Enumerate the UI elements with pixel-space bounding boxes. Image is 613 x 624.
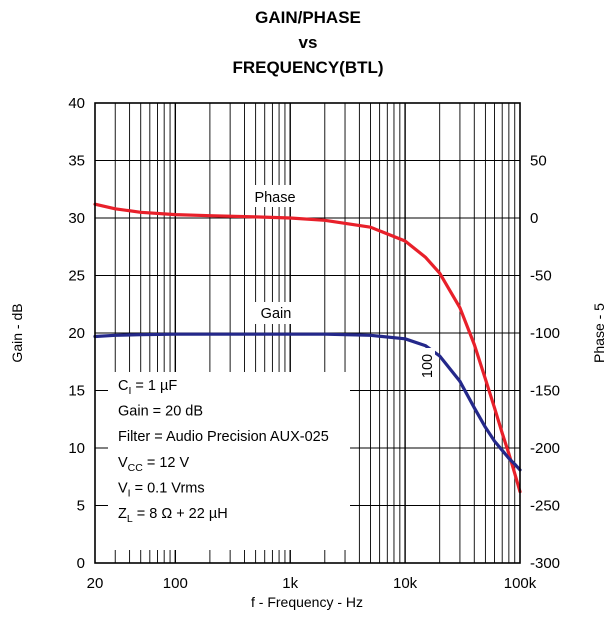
- y-tick-label: 35: [68, 153, 85, 170]
- x-tick-label: 1k: [282, 575, 298, 592]
- series-layer: [93, 202, 522, 494]
- chart-title-line-1: GAIN/PHASE: [255, 8, 361, 27]
- y2-tick-label: -150: [530, 383, 560, 400]
- phase-series-label: Phase: [254, 190, 295, 206]
- y-tick-label: 10: [68, 440, 85, 457]
- condition-line: VI = 0.1 Vrms: [118, 480, 205, 499]
- y-tick-label: 5: [77, 498, 85, 515]
- y2-tick-label: -50: [530, 268, 552, 285]
- vertical-label-bg: [417, 348, 435, 384]
- gain-label-bg: [254, 302, 298, 324]
- y-tick-label: 0: [77, 555, 85, 572]
- series-gain-line: [93, 332, 522, 472]
- condition-line: CI = 1 µF: [118, 378, 177, 397]
- x-tick-label: 10k: [393, 575, 418, 592]
- chart-title-line-2: vs: [299, 33, 318, 52]
- y2-tick-label: -250: [530, 498, 560, 515]
- y2-tick-label: -100: [530, 325, 560, 342]
- x-tick-label: 100k: [504, 575, 537, 592]
- x-tick-labels: 20 100 1k 10k 100k: [87, 575, 537, 592]
- y-tick-label: 15: [68, 383, 85, 400]
- series-phase-line: [93, 202, 522, 494]
- chart-title-line-3: FREQUENCY(BTL): [232, 58, 383, 77]
- condition-line: Filter = Audio Precision AUX-025: [118, 429, 329, 445]
- y2-tick-label: 0: [530, 210, 538, 227]
- y2-tick-label: 50: [530, 153, 547, 170]
- y-tick-label: 25: [68, 268, 85, 285]
- y-tick-label: 30: [68, 210, 85, 227]
- conditions-box: [108, 372, 350, 550]
- condition-line: Gain = 20 dB: [118, 404, 203, 420]
- phase-label-bg: [247, 185, 303, 207]
- vertical-grid-label: 100: [420, 354, 436, 378]
- y-tick-label: 40: [68, 95, 85, 112]
- x-tick-label: 100: [163, 575, 188, 592]
- test-conditions: CI = 1 µF Gain = 20 dB Filter = Audio Prec…: [118, 378, 329, 525]
- condition-line: VCC = 12 V: [118, 455, 190, 474]
- y2-tick-labels: -300 -250 -200 -150 -100 -50 0 50: [530, 153, 560, 573]
- y-tick-labels: 0 5 10 15 20 25 30 35 40: [68, 95, 85, 572]
- condition-line: ZL = 8 Ω + 22 µH: [118, 506, 228, 525]
- y-axis-label: Gain - dB: [9, 303, 25, 362]
- plot-frame: [94, 102, 521, 564]
- y2-tick-label: -300: [530, 555, 560, 572]
- x-axis-label: f - Frequency - Hz: [251, 594, 363, 610]
- gain-series-label: Gain: [261, 306, 292, 322]
- y-tick-label: 20: [68, 325, 85, 342]
- y2-tick-label: -200: [530, 440, 560, 457]
- x-tick-label: 20: [87, 575, 104, 592]
- y2-axis-label: Phase - 5: [591, 303, 607, 363]
